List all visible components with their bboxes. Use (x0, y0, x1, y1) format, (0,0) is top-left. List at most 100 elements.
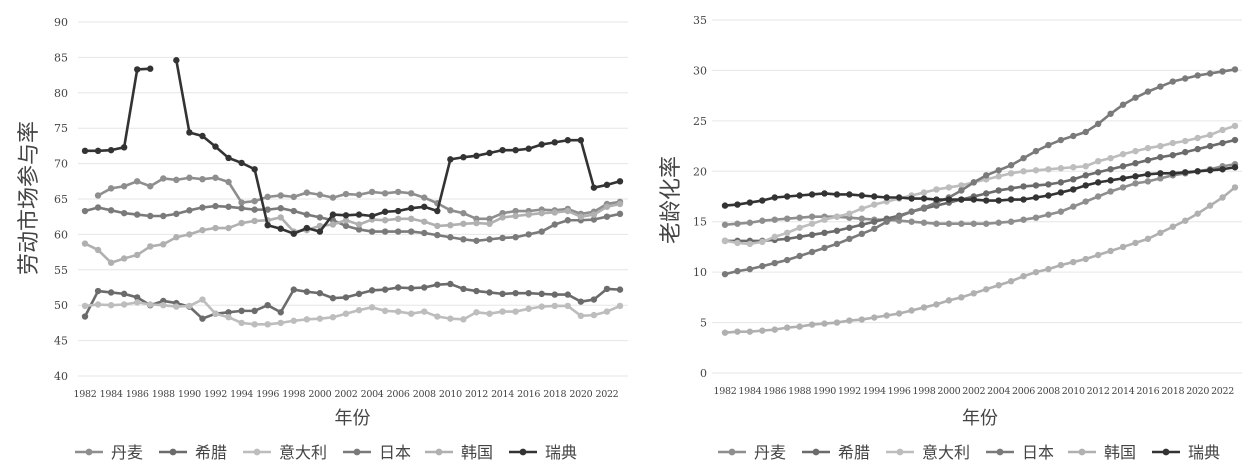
data-point (1082, 163, 1089, 170)
x-tick-label: 2006 (387, 389, 410, 400)
data-point (1119, 101, 1127, 108)
data-point (858, 230, 866, 238)
data-point (1231, 136, 1239, 144)
data-point (538, 141, 545, 148)
data-point (408, 285, 415, 292)
x-tick-label: 2020 (1186, 386, 1209, 397)
data-point (408, 205, 415, 212)
data-point (603, 203, 611, 210)
y-tick-label: 60 (54, 228, 68, 241)
data-point (1206, 142, 1214, 150)
data-point (1020, 196, 1027, 203)
data-point (920, 219, 928, 226)
data-point (486, 220, 493, 227)
data-point (277, 192, 284, 199)
x-tick-label: 2006 (1012, 386, 1035, 397)
data-point (846, 191, 853, 198)
data-point (1231, 184, 1239, 191)
data-point (958, 187, 965, 194)
data-point (81, 240, 89, 247)
data-point (329, 294, 337, 302)
data-point (995, 173, 1002, 180)
data-point (721, 202, 729, 209)
data-point (342, 294, 350, 301)
data-point (1231, 164, 1239, 171)
data-point (1144, 171, 1152, 178)
data-point (1219, 194, 1226, 201)
data-point (1045, 192, 1052, 199)
data-point (525, 289, 532, 297)
data-point (1007, 196, 1015, 203)
legend-marker (1078, 448, 1086, 456)
data-point (1231, 66, 1239, 73)
data-point (1107, 154, 1114, 162)
data-point (251, 166, 258, 173)
data-point (970, 196, 977, 203)
legend-item: 希腊 (802, 443, 870, 462)
data-point (1132, 239, 1139, 247)
legend-label: 韩国 (1104, 443, 1136, 462)
data-point (590, 216, 598, 223)
data-point (933, 196, 940, 203)
data-point (759, 238, 766, 246)
data-point (447, 156, 454, 163)
data-point (499, 146, 506, 154)
data-point (1057, 179, 1065, 186)
x-tick-label: 2002 (962, 386, 985, 397)
data-point (538, 228, 545, 235)
data-point (983, 190, 990, 197)
data-point (1045, 211, 1052, 218)
data-point (277, 319, 284, 327)
data-point (421, 194, 428, 201)
x-tick-label: 1982 (714, 386, 737, 397)
data-point (225, 314, 232, 321)
data-point (290, 230, 297, 237)
data-point (908, 195, 915, 202)
x-tick-label: 2002 (334, 389, 357, 400)
data-point (199, 175, 206, 183)
data-point (577, 312, 585, 320)
data-point (858, 205, 866, 212)
data-point (1057, 189, 1065, 196)
x-tick-label: 2014 (1112, 386, 1135, 397)
data-point (1119, 163, 1127, 170)
data-point (821, 244, 828, 252)
data-point (1157, 142, 1164, 150)
data-point (447, 221, 454, 229)
data-point (1007, 278, 1015, 285)
data-point (447, 280, 454, 288)
data-point (945, 184, 953, 191)
x-tick-label: 1990 (178, 389, 201, 400)
data-point (303, 211, 311, 218)
data-point (970, 179, 977, 186)
data-point (821, 320, 828, 327)
x-tick-label: 2012 (1087, 386, 1110, 397)
data-point (746, 219, 754, 226)
data-point (564, 217, 572, 224)
data-point (1144, 235, 1152, 243)
data-point (771, 194, 778, 201)
data-point (995, 282, 1002, 289)
x-tick-label: 2008 (413, 389, 436, 400)
data-point (846, 235, 853, 243)
data-point (434, 281, 441, 288)
data-point (394, 207, 402, 215)
x-axis-title: 年份 (335, 408, 371, 429)
data-point (1032, 167, 1040, 174)
data-point (1194, 210, 1201, 217)
x-tick-label: 2008 (1037, 386, 1060, 397)
data-point (883, 218, 890, 225)
data-point (473, 309, 480, 316)
data-point (796, 233, 803, 241)
data-point (394, 308, 402, 315)
data-point (983, 172, 990, 179)
data-point (460, 209, 467, 217)
data-point (212, 143, 219, 150)
data-point (199, 132, 206, 140)
legend-marker (519, 448, 527, 456)
x-tick-label: 2010 (1062, 386, 1085, 397)
data-point (995, 219, 1002, 226)
data-point (883, 194, 890, 201)
data-point (833, 191, 841, 198)
data-point (212, 174, 219, 181)
